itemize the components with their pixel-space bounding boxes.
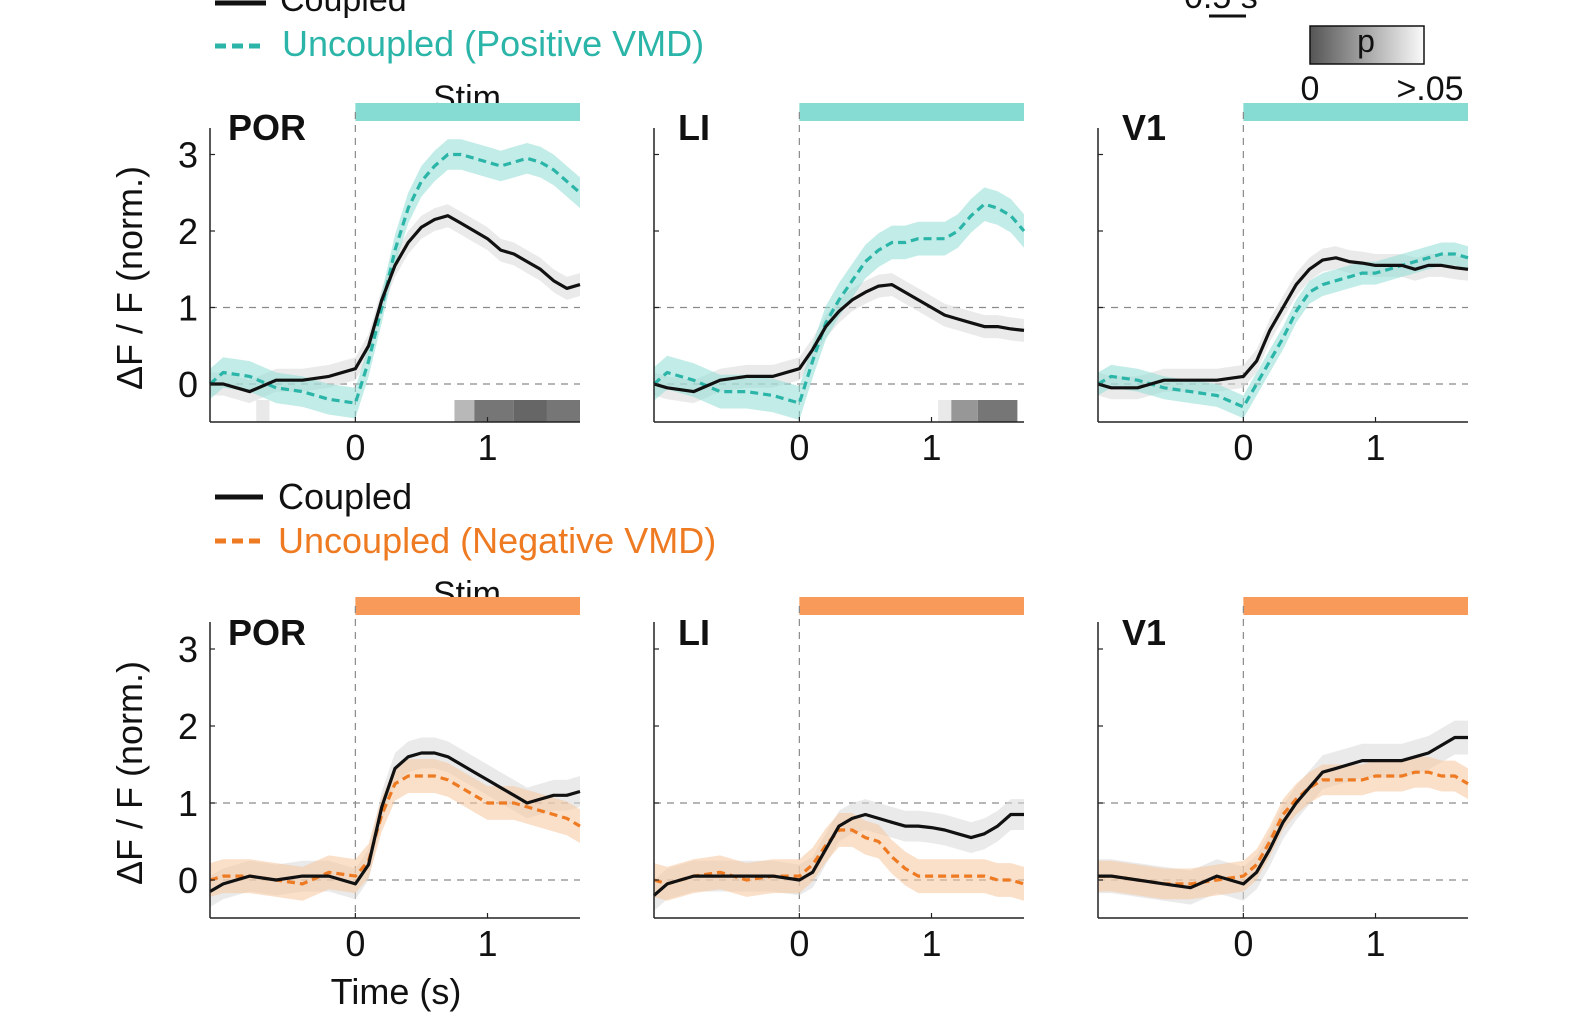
series-line-coupled	[1098, 735, 1468, 890]
legend-top-uncoupled-label: Uncoupled (Positive VMD)	[282, 23, 704, 64]
x-axis-label: Time (s)	[331, 971, 462, 1012]
y-tick-label: 0	[178, 364, 198, 405]
y-tick-label: 3	[178, 629, 198, 670]
legend-bottom: Coupled Uncoupled (Negative VMD)	[215, 476, 716, 561]
panel-title: LI	[678, 612, 710, 653]
panel-title: V1	[1122, 612, 1166, 653]
x-tick-label: 1	[921, 427, 941, 468]
stim-bar	[1243, 597, 1468, 615]
significance-block	[938, 400, 952, 422]
error-band-uncoupled	[654, 187, 1024, 420]
panel-title: POR	[228, 612, 306, 653]
significance-block	[977, 400, 1018, 422]
x-tick-label: 0	[789, 923, 809, 964]
y-tick-label: 2	[178, 706, 198, 747]
error-band-coupled	[654, 273, 1024, 404]
stim-bar	[799, 597, 1024, 615]
series-line-uncoupled	[209, 774, 581, 886]
colorbar-gradient	[1309, 25, 1425, 65]
panel-title: POR	[228, 107, 306, 148]
significance-block	[474, 400, 514, 422]
error-band-uncoupled	[210, 759, 580, 901]
panel-bottom-por: POR 0 1 2 3 0 1	[178, 597, 581, 964]
legend-top: Coupled Uncoupled (Positive VMD)	[215, 0, 704, 64]
colorbar-min-label: 0	[1301, 70, 1320, 108]
legend-top-coupled-label: Coupled	[280, 0, 407, 19]
significance-block	[256, 400, 270, 422]
panel-bottom-li: LI 0 1	[652, 597, 1025, 964]
series-line-uncoupled	[208, 152, 582, 405]
y-tick-label: 1	[178, 783, 198, 824]
x-tick-label: 0	[1233, 427, 1253, 468]
x-tick-label: 0	[789, 427, 809, 468]
significance-block	[513, 400, 547, 422]
legend-bottom-coupled-label: Coupled	[278, 476, 412, 517]
p-value-colorbar: p 0 >.05	[1301, 23, 1464, 108]
panel-top-v1: V1 0 1	[1097, 103, 1469, 468]
y-tick-label: 3	[178, 135, 198, 176]
legend-bottom-uncoupled-label: Uncoupled (Negative VMD)	[278, 520, 716, 561]
stim-bar	[355, 597, 580, 615]
panel-top-li: LI 0 1	[652, 103, 1026, 468]
x-tick-label: 1	[921, 923, 941, 964]
x-tick-label: 1	[477, 923, 497, 964]
error-band-uncoupled	[210, 139, 580, 419]
colorbar-max-label: >.05	[1396, 70, 1463, 108]
stim-bar	[355, 103, 580, 121]
stim-bar	[799, 103, 1024, 121]
panel-top-por: POR 0 1 2 3 0 1	[178, 103, 582, 468]
y-tick-label: 0	[178, 860, 198, 901]
x-tick-label: 1	[1365, 923, 1385, 964]
y-tick-label: 1	[178, 288, 198, 329]
panel-title: LI	[678, 107, 710, 148]
x-tick-label: 1	[1365, 427, 1385, 468]
x-tick-label: 0	[345, 427, 365, 468]
y-axis-label-top: ΔF / F (norm.)	[109, 166, 150, 390]
scale-bar-label: 0.5 s	[1184, 0, 1258, 16]
significance-block	[951, 400, 978, 422]
panel-bottom-v1: V1 0 1	[1097, 597, 1469, 964]
y-tick-label: 2	[178, 211, 198, 252]
significance-block	[454, 400, 475, 422]
series-line-coupled	[210, 214, 581, 394]
panels-layer: POR 0 1 2 3 0 1 LI 0 1 V1 0 1 POR 0 1 2 3 0 1 LI 0 1 V1 0 1	[178, 103, 1469, 964]
significance-block	[546, 400, 580, 422]
series-line-coupled	[1097, 256, 1469, 390]
x-tick-label: 1	[477, 427, 497, 468]
colorbar-title: p	[1357, 23, 1375, 59]
error-band-uncoupled	[1098, 756, 1468, 900]
x-tick-label: 0	[1233, 923, 1253, 964]
panel-title: V1	[1122, 107, 1166, 148]
series-line-coupled	[653, 283, 1025, 394]
y-axis-label-bottom: ΔF / F (norm.)	[109, 661, 150, 885]
series-line-uncoupled	[1098, 770, 1469, 886]
stim-bar	[1243, 103, 1468, 121]
error-band-uncoupled	[1098, 242, 1468, 419]
series-line-coupled	[209, 751, 581, 893]
x-tick-label: 0	[345, 923, 365, 964]
series-line-uncoupled	[1097, 252, 1469, 409]
time-scale-bar: 0.5 s	[1184, 0, 1258, 18]
series-line-uncoupled	[652, 202, 1026, 405]
series-line-coupled	[652, 812, 1024, 897]
